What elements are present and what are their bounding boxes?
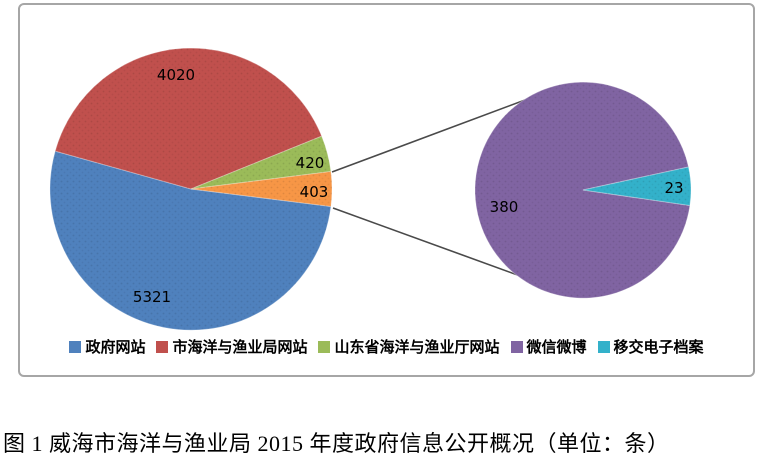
- legend-label-wechat-weibo: 微信微博: [526, 338, 587, 356]
- secondary-pie-texture: [475, 82, 691, 298]
- connector-line-bottom: [332, 207, 546, 286]
- legend-swatch-wechat-weibo: [510, 340, 523, 353]
- legend-item-archives: 移交电子档案: [597, 336, 704, 357]
- legend-label-province-dept-website: 山东省海洋与渔业厅网站: [334, 338, 500, 356]
- label-gov-website-value: 5321: [133, 288, 171, 306]
- main-pie-texture: [50, 48, 332, 330]
- figure-caption: 图 1 威海市海洋与渔业局 2015 年度政府信息公开概况（单位：条）: [3, 431, 670, 456]
- main-pie: [49, 47, 333, 331]
- legend-item-wechat-weibo: 微信微博: [510, 336, 587, 357]
- legend-label-city-bureau-website: 市海洋与渔业局网站: [172, 338, 308, 356]
- connector-line-top: [331, 90, 550, 173]
- legend-item-city-bureau-website: 市海洋与渔业局网站: [156, 336, 307, 357]
- label-province-dept-value: 420: [296, 154, 325, 172]
- legend-label-archives: 移交电子档案: [613, 338, 704, 356]
- label-other-group-value: 403: [300, 183, 329, 201]
- label-city-bureau-value: 4020: [157, 66, 195, 84]
- label-archives-value: 23: [664, 179, 683, 197]
- legend-item-gov-website: 政府网站: [69, 336, 145, 357]
- legend-swatch-city-bureau-website: [156, 340, 169, 353]
- legend-swatch-gov-website: [69, 340, 82, 353]
- secondary-pie: [474, 81, 692, 299]
- chart-legend: 政府网站 市海洋与渔业局网站 山东省海洋与渔业厅网站 微信微博 移交电子档案: [18, 336, 755, 357]
- legend-label-gov-website: 政府网站: [85, 338, 146, 356]
- legend-item-province-dept-website: 山东省海洋与渔业厅网站: [318, 336, 500, 357]
- label-wechat-weibo-value: 380: [490, 198, 519, 216]
- legend-swatch-province-dept-website: [318, 340, 331, 353]
- legend-swatch-archives: [597, 340, 610, 353]
